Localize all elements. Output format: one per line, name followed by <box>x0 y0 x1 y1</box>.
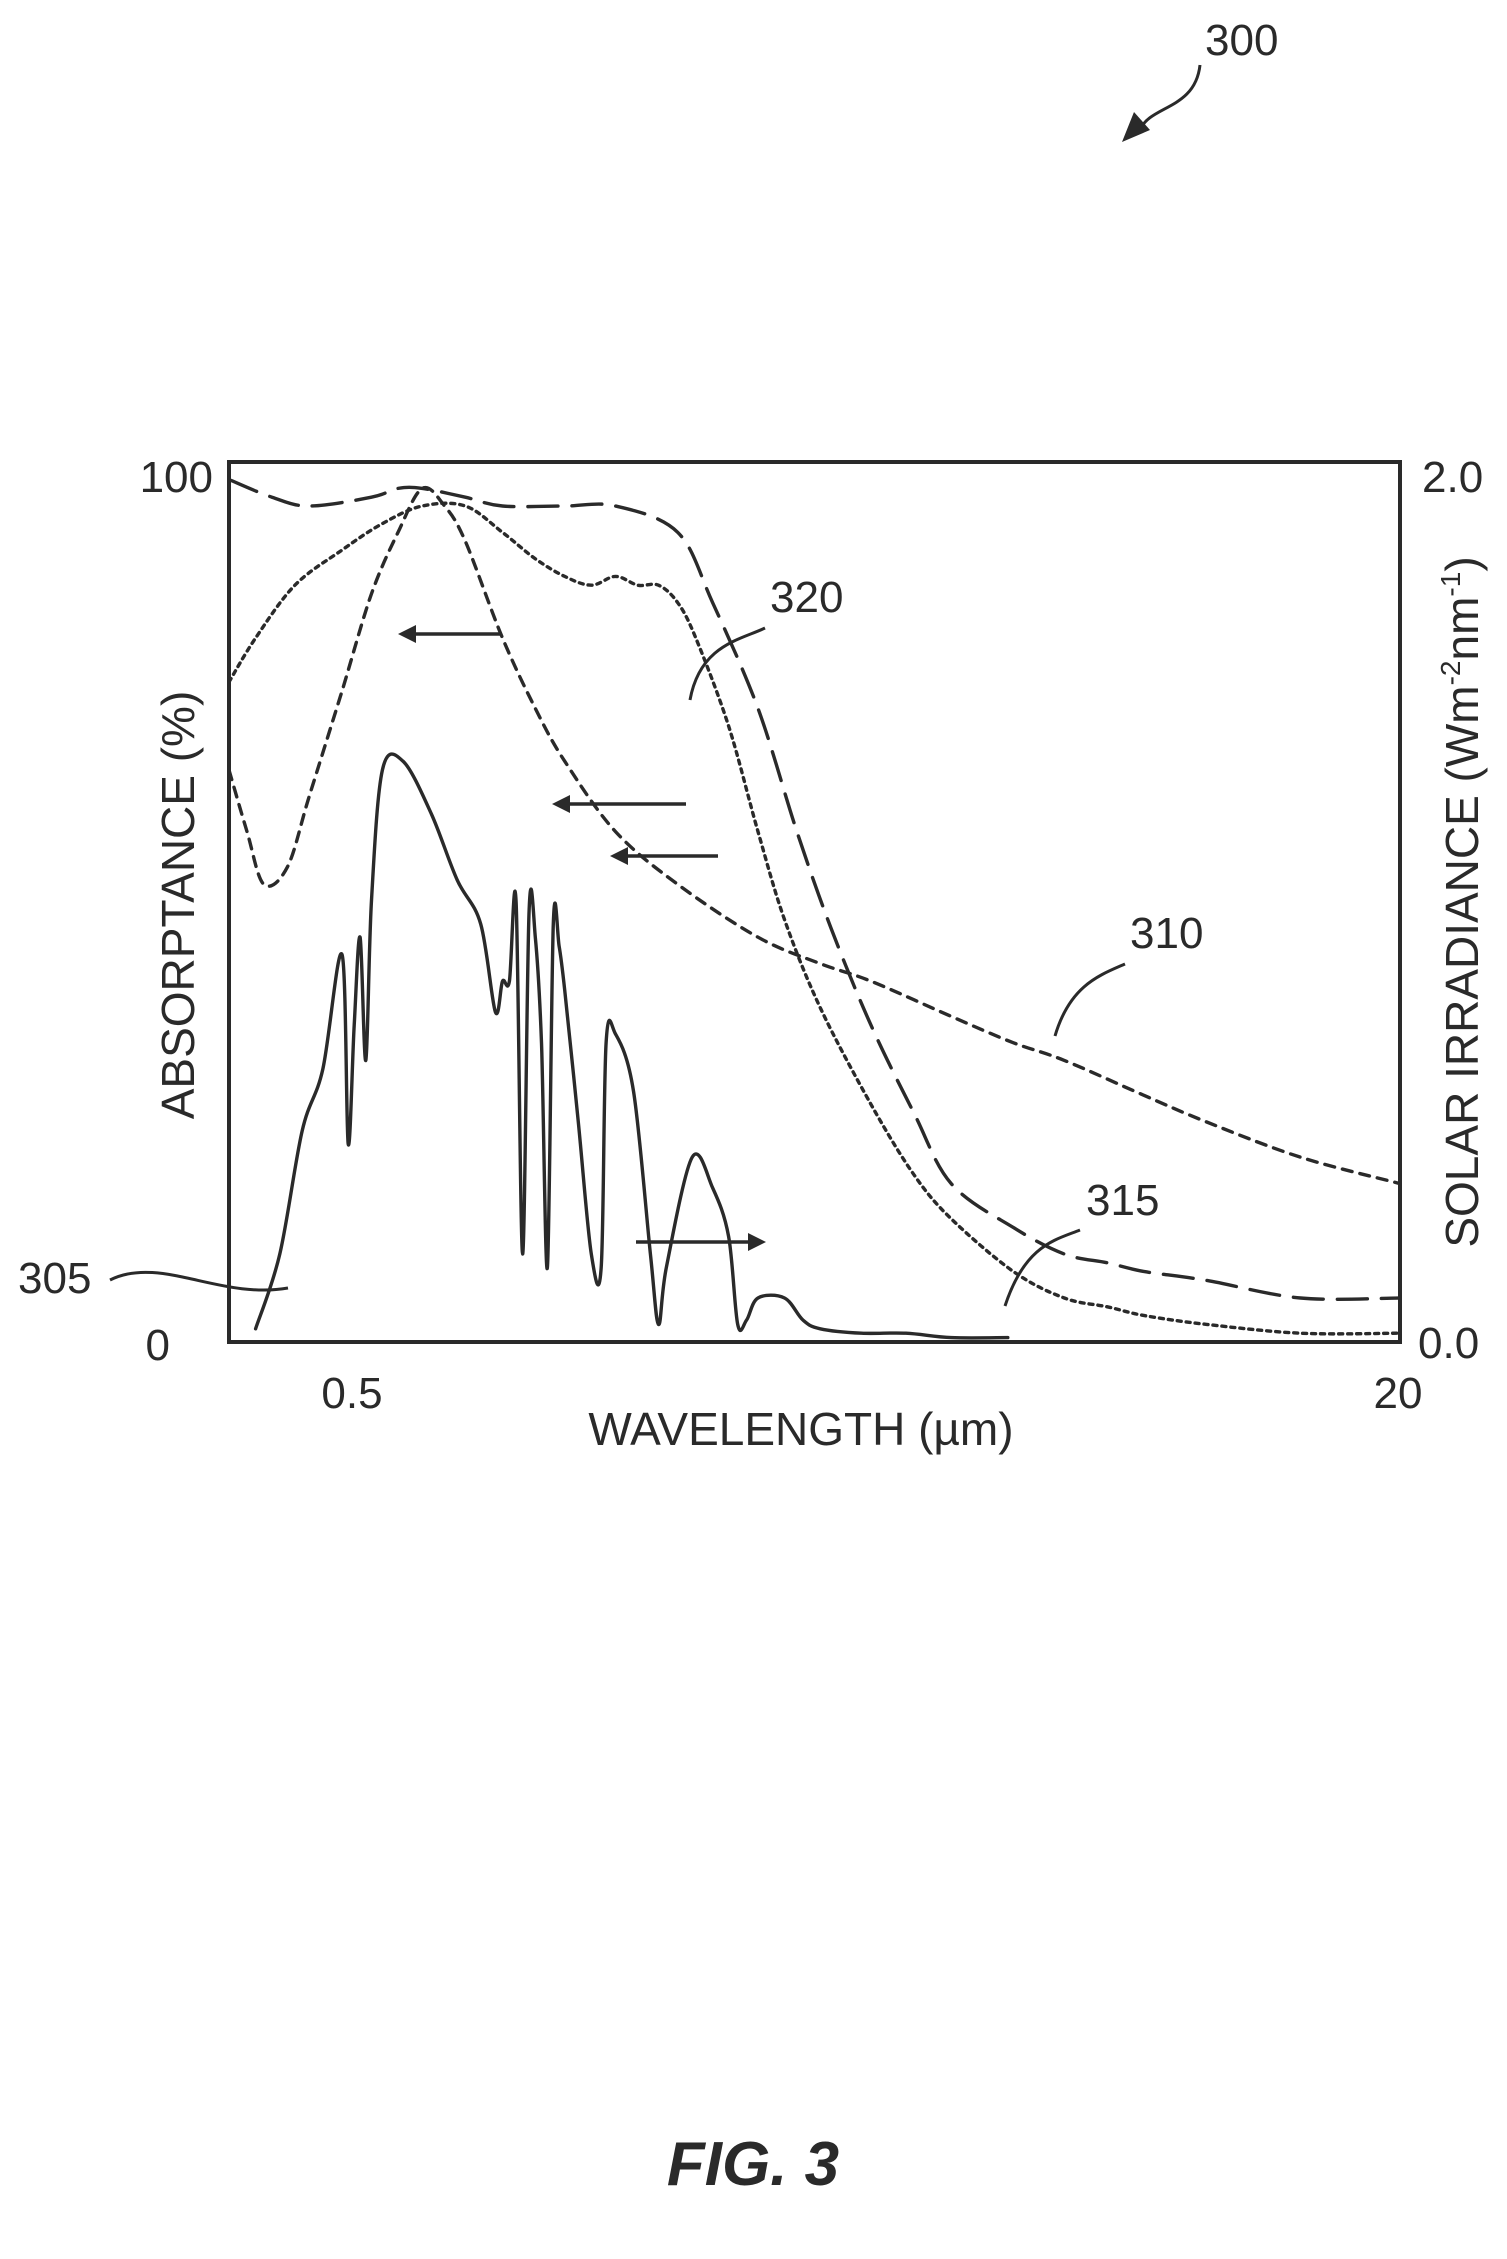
leader-315 <box>1003 1228 1081 1307</box>
plot-frame <box>227 460 1402 1344</box>
ref-label-320: 320 <box>770 573 843 622</box>
figure-caption: FIG. 3 <box>667 2130 839 2199</box>
y-left-axis-label: ABSORPTANCE (%) <box>152 691 204 1120</box>
y-left-tick-bottom: 0 <box>146 1321 170 1370</box>
y-right-tick-bottom: 0.0 <box>1418 1319 1479 1368</box>
figure-ref-arrowhead <box>1122 112 1150 142</box>
figure-ref-leader <box>1138 64 1202 131</box>
arrow-315-to-left-axis <box>552 795 686 813</box>
leader-305 <box>109 1270 289 1292</box>
y-right-tick-top: 2.0 <box>1422 453 1483 502</box>
leader-320 <box>688 626 766 701</box>
x-axis-label: WAVELENGTH (µm) <box>588 1403 1013 1455</box>
curve-305-solid-irradiance <box>253 752 1010 1340</box>
x-tick-right: 20 <box>1374 1369 1423 1418</box>
ref-label-305: 305 <box>18 1254 91 1303</box>
x-tick-left: 0.5 <box>321 1369 382 1418</box>
figure-ref-label: 300 <box>1205 16 1278 65</box>
y-right-axis-label: SOLAR IRRADIANCE (Wm-2nm-1) <box>1435 556 1488 1247</box>
y-left-tick-top: 100 <box>140 453 213 502</box>
arrow-305-to-right-axis <box>636 1233 766 1251</box>
leader-310 <box>1053 962 1126 1037</box>
arrow-310-to-left-axis <box>398 625 500 643</box>
curve-320-long-dashed <box>229 477 1400 1301</box>
curve-315-dotted <box>229 501 1400 1336</box>
ref-label-310: 310 <box>1130 909 1203 958</box>
arrow-320-to-left-axis <box>610 847 718 865</box>
ref-label-315: 315 <box>1086 1176 1159 1225</box>
